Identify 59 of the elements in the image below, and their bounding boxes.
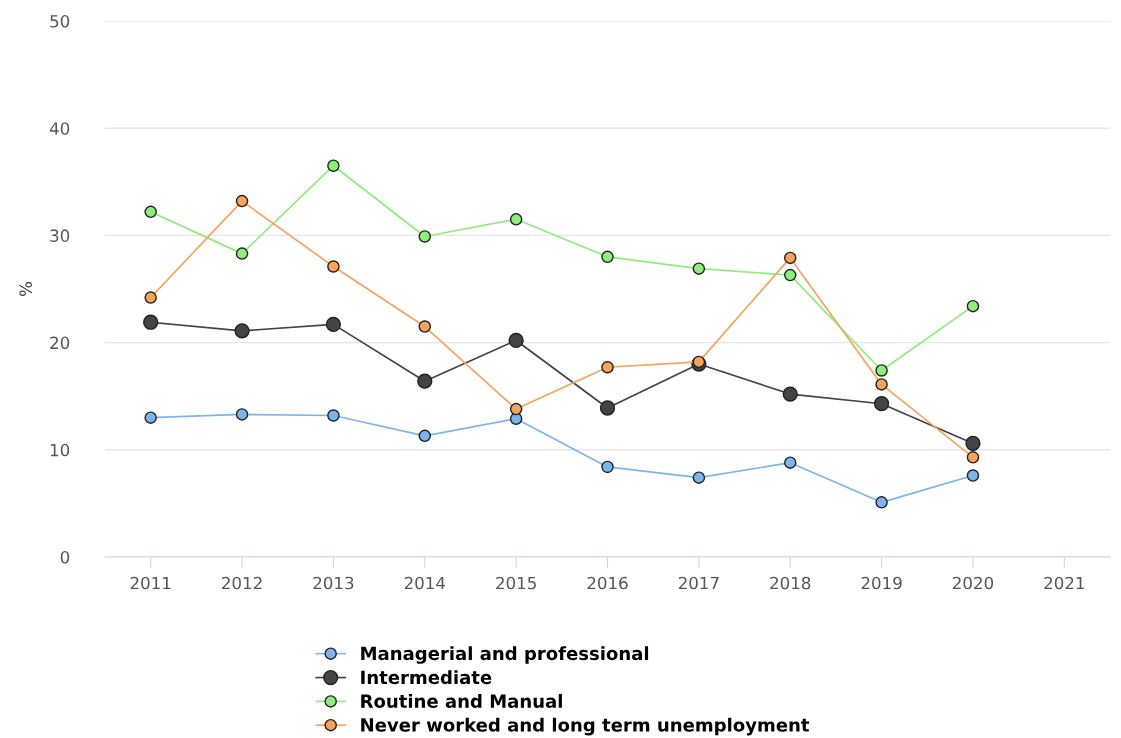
legend-label: Never worked and long term unemployment bbox=[361, 717, 810, 736]
point bbox=[144, 291, 157, 304]
point bbox=[601, 250, 614, 264]
point bbox=[873, 396, 890, 412]
point bbox=[418, 429, 432, 443]
point bbox=[508, 332, 524, 349]
point bbox=[417, 373, 433, 389]
legend-label: Managerial and professional bbox=[361, 646, 649, 664]
point bbox=[144, 205, 157, 219]
legend-label: Intermediate bbox=[361, 670, 492, 685]
x-tick-label: 2020 bbox=[952, 576, 994, 590]
x-tick-label: 2017 bbox=[678, 576, 719, 590]
y-tick-label: 30 bbox=[50, 229, 70, 242]
point bbox=[235, 408, 249, 421]
point bbox=[235, 247, 249, 260]
point bbox=[601, 460, 614, 474]
legend-label: Routine and Manual bbox=[361, 693, 562, 708]
point bbox=[875, 378, 888, 391]
y-tick-label: 0 bbox=[60, 550, 70, 564]
point bbox=[966, 469, 980, 482]
point bbox=[325, 316, 342, 333]
point bbox=[783, 268, 797, 282]
point bbox=[782, 386, 798, 402]
point bbox=[966, 451, 980, 464]
point bbox=[327, 260, 340, 273]
point bbox=[875, 364, 888, 377]
y-tick-label: 10 bbox=[50, 443, 70, 457]
point bbox=[235, 194, 249, 208]
y-tick-label: 20 bbox=[50, 336, 70, 350]
point bbox=[143, 314, 159, 330]
point bbox=[966, 299, 980, 313]
x-tick-label: 2011 bbox=[130, 576, 171, 590]
point bbox=[599, 400, 616, 416]
point bbox=[509, 402, 523, 416]
point bbox=[783, 456, 797, 469]
point bbox=[601, 361, 614, 374]
point bbox=[234, 323, 250, 339]
x-tick-label: 2015 bbox=[496, 576, 536, 590]
y-tick-label: 40 bbox=[49, 122, 70, 135]
x-tick-label: 2021 bbox=[1044, 576, 1084, 590]
point bbox=[327, 159, 340, 172]
x-tick-label: 2014 bbox=[404, 576, 446, 590]
point bbox=[783, 251, 797, 265]
x-tick-label: 2012 bbox=[222, 576, 262, 590]
point bbox=[692, 471, 706, 484]
point bbox=[418, 230, 432, 243]
x-tick-label: 2019 bbox=[861, 576, 902, 590]
point bbox=[692, 262, 706, 275]
y-tick-label: 50 bbox=[50, 14, 70, 28]
point bbox=[875, 496, 888, 509]
y-axis-title: % bbox=[19, 282, 32, 296]
x-tick-label: 2016 bbox=[587, 576, 628, 590]
x-tick-label: 2018 bbox=[770, 576, 811, 590]
point bbox=[418, 320, 432, 333]
point bbox=[509, 213, 523, 226]
point bbox=[144, 411, 157, 424]
point bbox=[327, 409, 340, 422]
x-tick-label: 2013 bbox=[313, 576, 354, 590]
point bbox=[965, 435, 981, 452]
